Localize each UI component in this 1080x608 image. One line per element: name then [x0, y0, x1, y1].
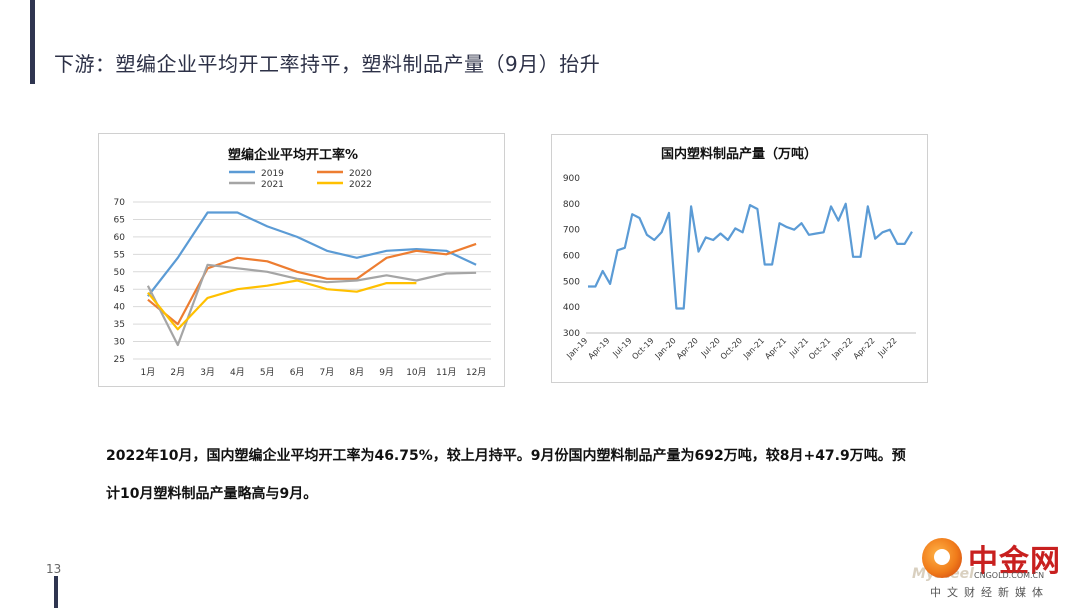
y-tick-label: 400: [563, 303, 580, 313]
series-line-output: [588, 202, 913, 310]
body-text-line-1: 2022年10月，国内塑编企业平均开工率为46.75%，较上月持平。9月份国内塑…: [106, 448, 906, 464]
x-tick-label: Apr-22: [852, 336, 877, 361]
x-tick-label: 1月: [141, 367, 156, 378]
y-tick-label: 55: [114, 250, 125, 260]
x-tick-label: 5月: [260, 367, 275, 378]
series-line-2022: [147, 279, 417, 331]
x-tick-label: 11月: [436, 367, 456, 378]
y-tick-label: 30: [114, 338, 126, 348]
chart-plastic-output: 国内塑料制品产量（万吨） 300 400 500 600 700 800 900 Jan-19 A…: [551, 134, 928, 383]
y-tick-label: 300: [563, 329, 580, 339]
x-tick-label: Jan-19: [564, 336, 589, 361]
chart-operating-rate: 塑编企业平均开工率% 2019 2020 2021 2022 25 30 35 40 45 50 55…: [98, 133, 505, 387]
x-tick-label: Oct-21: [807, 336, 832, 361]
y-tick-label: 900: [563, 174, 580, 184]
y-tick-label: 60: [114, 233, 126, 243]
x-tick-label: Apr-19: [586, 336, 611, 361]
chart2-title: 国内塑料制品产量（万吨）: [661, 146, 817, 162]
x-tick-label: 4月: [230, 367, 245, 378]
y-tick-label: 70: [114, 198, 126, 208]
x-tick-label: 8月: [349, 367, 364, 378]
page-number: 13: [46, 562, 62, 576]
x-tick-label: Jan-22: [829, 336, 854, 361]
y-tick-label: 600: [563, 252, 580, 262]
x-tick-label: Jul-22: [876, 336, 899, 359]
legend-label-2020: 2020: [349, 169, 372, 179]
chart-operating-rate-svg: 塑编企业平均开工率% 2019 2020 2021 2022 25 30 35 40 45 50 55…: [114, 147, 491, 378]
y-tick-label: 50: [114, 268, 126, 278]
y-tick-label: 800: [563, 200, 580, 210]
y-tick-label: 35: [114, 320, 125, 330]
y-tick-label: 40: [114, 303, 126, 313]
x-tick-label: Jan-20: [653, 336, 678, 361]
legend-label-2022: 2022: [349, 180, 372, 190]
legend-label-2019: 2019: [261, 169, 284, 179]
logo: Mysteel 中金网 CNGOLD.COM.CN 中文财经新媒体: [912, 534, 1072, 600]
x-tick-label: 12月: [466, 367, 486, 378]
logo-tagline: 中文财经新媒体: [930, 586, 1049, 599]
logo-domain: CNGOLD.COM.CN: [974, 571, 1045, 580]
x-tick-label: Oct-20: [719, 336, 744, 361]
y-tick-label: 25: [114, 355, 125, 365]
logo-name: 中金网: [968, 544, 1061, 579]
x-tick-label: Jan-21: [741, 336, 766, 361]
chart-plastic-output-svg: 国内塑料制品产量（万吨）300400500600700800900Jan-19A…: [563, 146, 916, 361]
body-text-line-2: 计10月塑料制品产量略高与9月。: [106, 486, 318, 502]
x-tick-label: Oct-19: [630, 336, 655, 361]
logo-icon: [922, 538, 962, 578]
slide-title: 下游：塑编企业平均开工率持平，塑料制品产量（9月）抬升: [54, 52, 601, 76]
x-tick-label: 2月: [170, 367, 185, 378]
series-line-2019: [147, 211, 477, 297]
y-tick-label: 500: [563, 277, 580, 287]
accent-bar-top: [30, 0, 35, 84]
legend-label-2021: 2021: [261, 180, 284, 190]
x-tick-label: 9月: [379, 367, 394, 378]
series-line-2021: [146, 263, 477, 347]
accent-bar-bottom: [54, 576, 58, 608]
y-tick-label: 700: [563, 226, 580, 236]
x-tick-label: 7月: [320, 367, 335, 378]
y-tick-label: 45: [114, 285, 125, 295]
chart1-title: 塑编企业平均开工率%: [228, 147, 358, 163]
x-tick-label: 10月: [406, 367, 426, 378]
x-tick-label: Apr-20: [675, 336, 700, 361]
x-tick-label: Apr-21: [763, 336, 788, 361]
x-tick-label: 3月: [200, 367, 215, 378]
x-tick-label: 6月: [290, 367, 305, 378]
y-tick-label: 65: [114, 215, 125, 225]
